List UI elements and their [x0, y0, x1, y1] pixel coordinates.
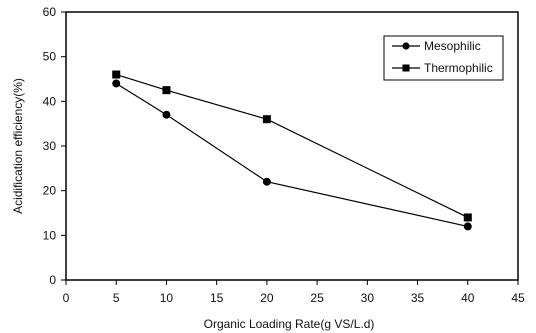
data-point-thermophilic [112, 70, 121, 79]
y-axis-ticks: 0 10 20 30 40 50 60 [43, 5, 66, 287]
y-tick-label: 40 [43, 94, 57, 108]
x-tick-label: 15 [210, 291, 224, 305]
legend: Mesophilic Thermophilic [383, 35, 504, 81]
x-tick-label: 0 [63, 291, 70, 305]
y-tick-label: 60 [43, 5, 57, 19]
x-tick-label: 20 [260, 291, 274, 305]
y-tick-label: 20 [43, 184, 57, 198]
y-axis-label: Acidification efficiency(%) [11, 78, 25, 214]
legend-marker-thermophilic [402, 64, 410, 72]
y-tick-label: 10 [43, 228, 57, 242]
data-point-mesophilic [112, 79, 121, 88]
x-tick-label: 10 [160, 291, 174, 305]
x-tick-label: 25 [310, 291, 324, 305]
x-axis-ticks: 0 5 10 15 20 25 30 35 40 45 [63, 280, 525, 305]
x-tick-label: 40 [461, 291, 475, 305]
legend-box [383, 35, 504, 81]
data-point-thermophilic [162, 86, 171, 95]
x-tick-label: 45 [511, 291, 525, 305]
series-layer [112, 70, 472, 231]
legend-label-thermophilic: Thermophilic [424, 61, 493, 75]
y-tick-label: 50 [43, 50, 57, 64]
x-tick-label: 35 [411, 291, 425, 305]
legend-label-mesophilic: Mesophilic [424, 39, 481, 53]
y-tick-label: 30 [43, 139, 57, 153]
series-line-thermophilic [116, 73, 469, 219]
series-line-mesophilic [115, 82, 468, 227]
y-tick-label: 0 [49, 273, 56, 287]
data-point-mesophilic [262, 177, 271, 186]
data-point-mesophilic [162, 110, 171, 119]
x-tick-label: 30 [361, 291, 375, 305]
data-point-mesophilic [463, 222, 472, 231]
x-axis-label: Organic Loading Rate(g VS/L.d) [204, 317, 375, 331]
x-tick-label: 5 [113, 291, 120, 305]
data-point-thermophilic [262, 115, 271, 124]
legend-marker-mesophilic [402, 42, 410, 50]
data-point-thermophilic [463, 213, 472, 222]
